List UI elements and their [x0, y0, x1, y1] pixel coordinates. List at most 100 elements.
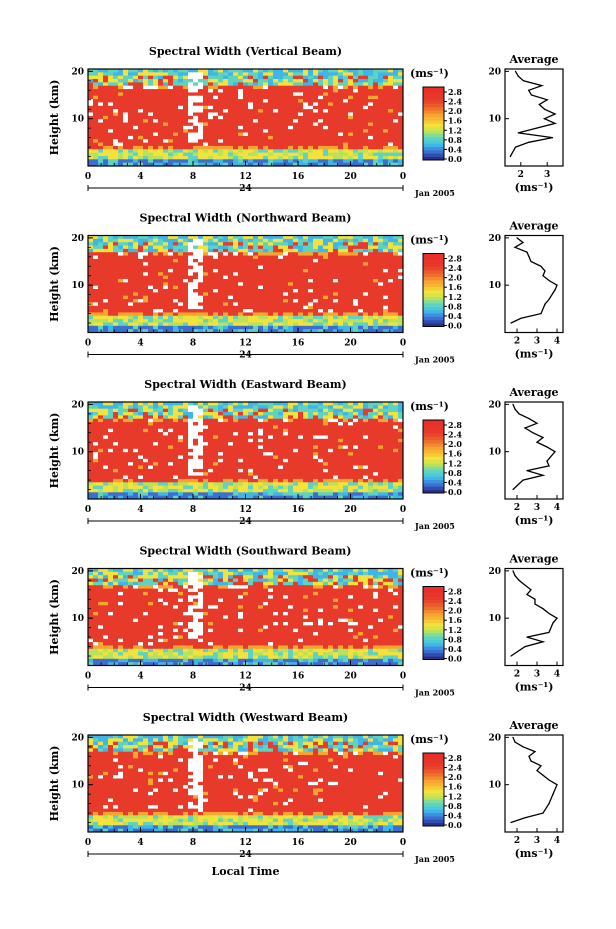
heatmap-cell	[263, 122, 269, 127]
heatmap-cell	[393, 255, 399, 260]
heatmap-cell	[103, 455, 109, 460]
profile-x-label: (ms⁻¹)	[515, 181, 554, 194]
heatmap-cell	[188, 452, 194, 456]
heatmap-cell	[223, 135, 229, 140]
heatmap-cell	[303, 248, 309, 253]
heatmap-cell	[298, 285, 304, 290]
heatmap-cell	[88, 89, 94, 93]
heatmap-cell	[323, 405, 329, 410]
heatmap-cell	[253, 319, 259, 323]
heatmap-cell	[178, 302, 184, 307]
heatmap-cell	[123, 275, 129, 280]
heatmap-cell	[288, 102, 294, 107]
heatmap-cell	[363, 325, 369, 330]
panel-title: Spectral Width (Northward Beam)	[140, 212, 352, 225]
heatmap-cell	[178, 315, 184, 320]
heatmap-cell	[248, 135, 254, 140]
heatmap-cell	[353, 238, 359, 243]
heatmap-cell	[248, 315, 254, 320]
heatmap-cell	[228, 258, 234, 263]
heatmap-cell	[398, 75, 404, 80]
heatmap-cell	[383, 455, 389, 460]
heatmap-cell	[233, 275, 239, 280]
profile-point	[520, 317, 522, 319]
heatmap-cell	[93, 292, 99, 297]
heatmap-cell	[218, 262, 224, 266]
heatmap-cell	[188, 432, 194, 436]
heatmap-cell	[268, 95, 274, 100]
heatmap-cell	[253, 115, 259, 120]
heatmap-cell	[108, 448, 114, 453]
heatmap-cell	[258, 408, 264, 413]
heatmap-cell	[338, 448, 344, 453]
heatmap-cell	[348, 85, 354, 90]
heatmap-cell	[243, 322, 249, 327]
heatmap-cell	[288, 112, 294, 117]
heatmap-cell	[278, 159, 284, 164]
heatmap-cell	[193, 109, 199, 113]
heatmap-cell	[153, 112, 159, 117]
heatmap-cell	[388, 432, 394, 436]
heatmap-cell	[248, 442, 254, 446]
heatmap-cell	[338, 132, 344, 137]
heatmap-cell	[93, 129, 99, 133]
heatmap-cell	[358, 418, 364, 423]
heatmap-cell	[218, 72, 224, 77]
heatmap-cell	[178, 99, 184, 103]
heatmap-cell	[188, 115, 194, 120]
heatmap-cell	[328, 299, 334, 303]
heatmap-cell	[308, 145, 314, 150]
heatmap-cell	[128, 112, 134, 117]
heatmap-cell	[203, 435, 209, 440]
heatmap-cell	[213, 135, 219, 140]
heatmap-cell	[373, 152, 379, 157]
heatmap-cell	[143, 242, 149, 246]
heatmap-cell	[303, 135, 309, 140]
heatmap-cell	[373, 238, 379, 243]
heatmap-cell	[393, 262, 399, 266]
heatmap-cell	[93, 305, 99, 310]
heatmap-cell	[338, 139, 344, 143]
heatmap-cell	[258, 448, 264, 453]
heatmap-cell	[123, 242, 129, 246]
heatmap-cell	[378, 295, 384, 300]
heatmap-cell	[398, 285, 404, 290]
heatmap-cell	[98, 295, 104, 300]
heatmap-cell	[268, 125, 274, 130]
heatmap-cell	[208, 132, 214, 137]
heatmap-cell	[183, 415, 189, 420]
heatmap-cell	[163, 79, 169, 83]
heatmap-cell	[103, 109, 109, 113]
heatmap-cell	[93, 278, 99, 283]
heatmap-cell	[108, 142, 114, 147]
heatmap-cell	[183, 289, 189, 293]
heatmap-cell	[368, 425, 374, 430]
heatmap-cell	[118, 305, 124, 310]
heatmap-cell	[293, 418, 299, 423]
heatmap-cell	[363, 265, 369, 270]
heatmap-cell	[238, 265, 244, 270]
heatmap-cell	[368, 155, 374, 160]
heatmap-cell	[313, 445, 319, 450]
heatmap-cell	[168, 455, 174, 460]
heatmap-cell	[203, 152, 209, 157]
heatmap-cell	[193, 75, 199, 80]
heatmap-cell	[208, 425, 214, 430]
heatmap-cell	[388, 115, 394, 120]
heatmap-cell	[348, 309, 354, 313]
heatmap-cell	[353, 425, 359, 430]
heatmap-cell	[118, 448, 124, 453]
heatmap-cell	[278, 292, 284, 297]
heatmap-cell	[353, 299, 359, 303]
heatmap-cell	[158, 89, 164, 93]
heatmap-cell	[333, 238, 339, 243]
heatmap-cell	[398, 145, 404, 150]
heatmap-cell	[263, 405, 269, 410]
profile-y-tick-label: 20	[488, 67, 501, 77]
heatmap-cell	[178, 142, 184, 147]
heatmap-cell	[343, 79, 349, 83]
heatmap-cell	[368, 319, 374, 323]
heatmap-cell	[218, 79, 224, 83]
heatmap-cell	[393, 315, 399, 320]
heatmap-cell	[303, 405, 309, 410]
